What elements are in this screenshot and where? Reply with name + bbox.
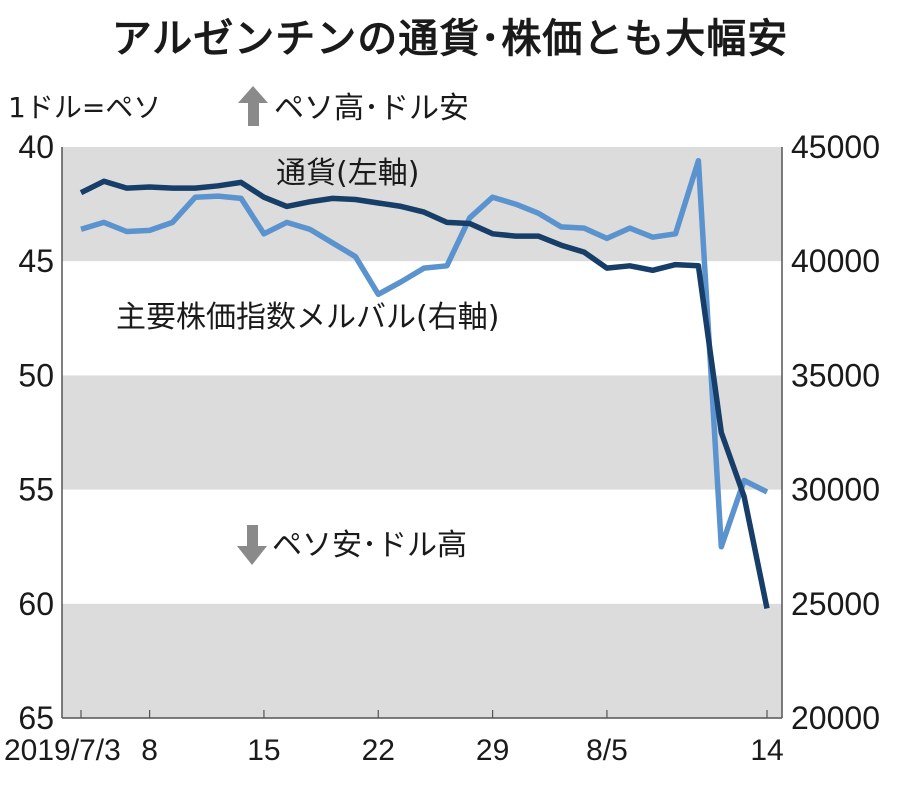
left-tick-label: 60 bbox=[18, 586, 54, 622]
left-tick-label: 40 bbox=[18, 129, 54, 165]
grid-band bbox=[62, 375, 782, 490]
series-lines bbox=[79, 157, 770, 609]
left-tick-label: 50 bbox=[18, 357, 54, 393]
right-tick-label: 40000 bbox=[791, 243, 880, 279]
left-tick-label: 65 bbox=[18, 700, 54, 736]
down-arrow-icon bbox=[237, 525, 267, 565]
left-axis-ticks: 40 45 50 55 60 65 bbox=[18, 129, 54, 736]
left-axis-unit-label: 1ドル=ペソ bbox=[8, 91, 162, 124]
left-tick-label: 55 bbox=[18, 472, 54, 508]
x-tick-label: 15 bbox=[247, 734, 280, 767]
chart-title: アルゼンチンの通貨･株価とも大幅安 bbox=[111, 16, 789, 62]
up-annotation: ペソ高･ドル安 bbox=[274, 91, 469, 126]
x-tick-label: 14 bbox=[750, 734, 783, 767]
stock-series-line bbox=[80, 157, 769, 550]
currency-series-line bbox=[79, 178, 770, 609]
right-tick-label: 30000 bbox=[791, 472, 880, 508]
x-axis-ticks: 2019/7/3 8 15 22 29 8/5 14 bbox=[4, 710, 784, 767]
x-tick-label: 8/5 bbox=[586, 734, 628, 767]
stock-series-label: 主要株価指数メルバル(右軸) bbox=[116, 300, 499, 335]
background-bands bbox=[62, 147, 782, 718]
x-tick-label: 22 bbox=[362, 734, 395, 767]
grid-band bbox=[62, 603, 782, 718]
grid-band bbox=[62, 147, 782, 262]
right-tick-label: 25000 bbox=[791, 586, 880, 622]
currency-series-label: 通貨(左軸) bbox=[276, 156, 419, 191]
x-tick-label: 2019/7/3 bbox=[4, 734, 121, 767]
left-tick-label: 45 bbox=[18, 243, 54, 279]
right-tick-label: 35000 bbox=[791, 357, 880, 393]
right-tick-label: 20000 bbox=[791, 700, 880, 736]
x-tick-label: 8 bbox=[141, 734, 158, 767]
right-axis-ticks: 45000 40000 35000 30000 25000 20000 bbox=[791, 129, 880, 736]
x-tick-label: 29 bbox=[476, 734, 509, 767]
right-tick-label: 45000 bbox=[791, 129, 880, 165]
down-annotation: ペソ安･ドル高 bbox=[272, 528, 467, 563]
up-arrow-icon bbox=[238, 86, 268, 126]
